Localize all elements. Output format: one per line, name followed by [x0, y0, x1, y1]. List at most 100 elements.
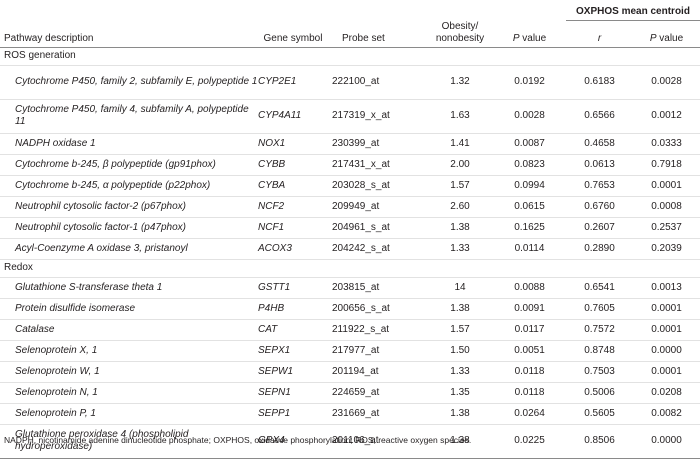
gene-symbol-cell: ACOX3 [258, 238, 328, 260]
probe-set-cell: 204242_s_at [328, 238, 427, 260]
probe-set-cell: 231669_at [328, 403, 427, 425]
probe-set-cell: 217319_x_at [328, 99, 427, 134]
r-cell: 0.6566 [566, 99, 633, 134]
r-cell: 0.0613 [566, 154, 633, 176]
p-value-cell: 0.0088 [493, 277, 566, 299]
pathway-description-cell: Protein disulfide isomerase [0, 298, 258, 320]
section-title: Redox [0, 259, 700, 278]
p-value-cell: 0.0087 [493, 133, 566, 155]
obesity-ratio-cell: 1.38 [427, 403, 493, 425]
gene-symbol-cell: CYP4A11 [258, 99, 328, 134]
obesity-ratio-cell: 14 [427, 277, 493, 299]
oxphos-p-value-cell: 0.0000 [633, 340, 700, 362]
table-row: Selenoprotein X, 1 SEPX1 217977_at 1.50 0.00… [0, 340, 700, 362]
table-row: Selenoprotein W, 1 SEPW1 201194_at 1.33 0.01… [0, 361, 700, 383]
r-cell: 0.7653 [566, 175, 633, 197]
pathway-description-cell: Selenoprotein P, 1 [0, 403, 258, 425]
r-cell: 0.7605 [566, 298, 633, 320]
pathway-description-cell: NADPH oxidase 1 [0, 133, 258, 155]
gene-symbol-cell: NCF2 [258, 196, 328, 218]
r-cell: 0.7503 [566, 361, 633, 383]
p-value-cell: 0.0118 [493, 382, 566, 404]
header-p-value: P value [512, 32, 547, 44]
probe-set-cell: 203815_at [328, 277, 427, 299]
oxphos-p-value-cell: 0.0001 [633, 175, 700, 197]
oxphos-p-value-cell: 0.0001 [633, 361, 700, 383]
pathway-description-cell: Cytochrome b-245, β polypeptide (gp91pho… [0, 154, 258, 176]
probe-set-cell: 230399_at [328, 133, 427, 155]
r-cell: 0.4658 [566, 133, 633, 155]
gene-symbol-cell: SEPW1 [258, 361, 328, 383]
gene-symbol-cell: SEPN1 [258, 382, 328, 404]
oxphos-p-value-cell: 0.0001 [633, 298, 700, 320]
obesity-ratio-cell: 1.57 [427, 175, 493, 197]
r-cell: 0.2607 [566, 217, 633, 239]
oxphos-p-value-cell: 0.0013 [633, 277, 700, 299]
oxphos-p-value-cell: 0.0028 [633, 65, 700, 100]
pathway-description-cell: Selenoprotein N, 1 [0, 382, 258, 404]
header-probe-set: Probe set [342, 32, 385, 44]
table-row: NADPH oxidase 1 NOX1 230399_at 1.41 0.0087 0.… [0, 133, 700, 155]
oxphos-p-value-cell: 0.0001 [633, 319, 700, 341]
gene-symbol-cell: SEPX1 [258, 340, 328, 362]
r-cell: 0.8748 [566, 340, 633, 362]
oxphos-p-value-cell: 0.2537 [633, 217, 700, 239]
probe-set-cell: 217977_at [328, 340, 427, 362]
pathway-description-cell: Selenoprotein W, 1 [0, 361, 258, 383]
r-cell: 0.5605 [566, 403, 633, 425]
gene-symbol-cell: NCF1 [258, 217, 328, 239]
table-row: Selenoprotein N, 1 SEPN1 224659_at 1.35 0.01… [0, 382, 700, 404]
p-value-cell: 0.1625 [493, 217, 566, 239]
p-value-cell: 0.0117 [493, 319, 566, 341]
table-row: Catalase CAT 211922_s_at 1.57 0.0117 0.7572 0.… [0, 319, 700, 341]
pathway-description-cell: Cytochrome P450, family 4, subfamily A, … [0, 99, 258, 134]
gene-symbol-cell: GSTT1 [258, 277, 328, 299]
table-row: Glutathione S-transferase theta 1 GSTT1 20… [0, 277, 700, 299]
gene-symbol-cell: SEPP1 [258, 403, 328, 425]
obesity-ratio-cell: 1.33 [427, 361, 493, 383]
obesity-ratio-cell: 2.00 [427, 154, 493, 176]
p-value-cell: 0.0225 [493, 424, 566, 459]
obesity-ratio-cell: 1.33 [427, 238, 493, 260]
header-gene-symbol: Gene symbol [263, 32, 323, 44]
p-value-cell: 0.0028 [493, 99, 566, 134]
p-value-cell: 0.0091 [493, 298, 566, 320]
header-r: r [597, 32, 602, 44]
probe-set-cell: 222100_at [328, 65, 427, 100]
header-oxphos-group: OXPHOS mean centroid [566, 0, 700, 21]
p-value-cell: 0.0264 [493, 403, 566, 425]
table-row: Cytochrome b-245, β polypeptide (gp91pho… [0, 154, 700, 176]
pathway-description-cell: Selenoprotein X, 1 [0, 340, 258, 362]
pathway-description-cell: Acyl-Coenzyme A oxidase 3, pristanoyl [0, 238, 258, 260]
gene-symbol-cell: CYBB [258, 154, 328, 176]
probe-set-cell: 209949_at [328, 196, 427, 218]
p-value-cell: 0.0118 [493, 361, 566, 383]
p-value-cell: 0.0114 [493, 238, 566, 260]
obesity-ratio-cell: 1.57 [427, 319, 493, 341]
obesity-ratio-cell: 1.50 [427, 340, 493, 362]
probe-set-cell: 217431_x_at [328, 154, 427, 176]
obesity-ratio-cell: 1.38 [427, 298, 493, 320]
p-value-cell: 0.0051 [493, 340, 566, 362]
section-row: ROS generation [0, 47, 700, 66]
obesity-ratio-cell: 1.35 [427, 382, 493, 404]
p-value-cell: 0.0615 [493, 196, 566, 218]
r-cell: 0.2890 [566, 238, 633, 260]
header-oxphos-p-value: P value [649, 32, 684, 44]
p-value-cell: 0.0994 [493, 175, 566, 197]
table-row: Protein disulfide isomerase P4HB 200656_s_… [0, 298, 700, 320]
gene-symbol-cell: CYP2E1 [258, 65, 328, 100]
pathway-description-cell: Catalase [0, 319, 258, 341]
table-row: Selenoprotein P, 1 SEPP1 231669_at 1.38 0.02… [0, 403, 700, 425]
table-row: Cytochrome P450, family 2, subfamily E, … [0, 65, 700, 100]
probe-set-cell: 201194_at [328, 361, 427, 383]
pathway-description-cell: Cytochrome b-245, α polypeptide (p22phox… [0, 175, 258, 197]
table-body: ROS generation Cytochrome P450, family 2,… [0, 47, 700, 459]
section-row: Redox [0, 259, 700, 278]
header-pathway: Pathway description [4, 32, 94, 44]
oxphos-p-value-cell: 0.0208 [633, 382, 700, 404]
r-cell: 0.5006 [566, 382, 633, 404]
r-cell: 0.7572 [566, 319, 633, 341]
